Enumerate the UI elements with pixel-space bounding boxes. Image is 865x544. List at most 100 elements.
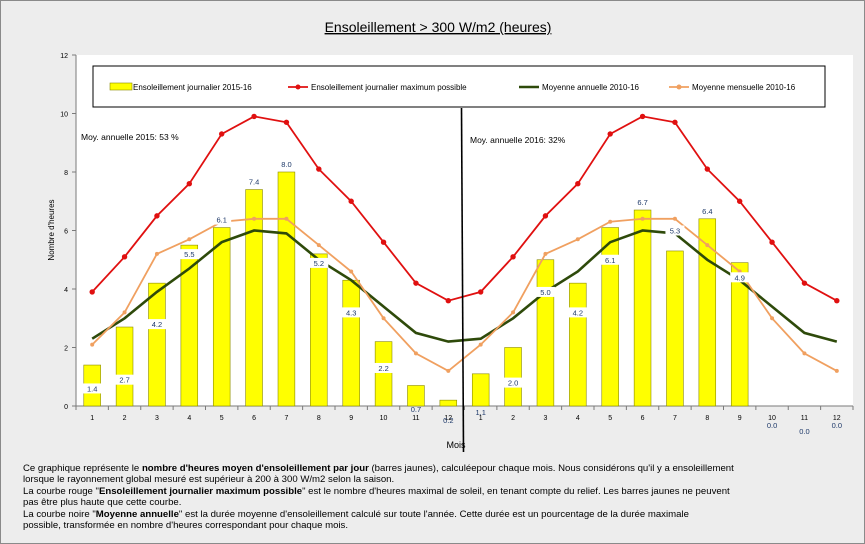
bar [310, 253, 328, 407]
series-point [705, 243, 710, 248]
bar-label-bg [147, 319, 167, 330]
bar-value-label: 5.0 [540, 288, 550, 297]
bar-value-label: 6.1 [605, 256, 615, 265]
x-tick-label: 12 [833, 415, 841, 422]
bar [633, 209, 652, 407]
x-tick-label: 9 [349, 415, 353, 422]
sunshine-chart: Ensoleillement > 300 W/m2 (heures) 0 2 4 6 8 1… [47, 19, 854, 453]
bar-label-bg [341, 307, 361, 318]
series-point [477, 289, 484, 295]
bar [666, 250, 684, 407]
bar-value-label: 0.0 [799, 427, 809, 436]
series-point [283, 119, 290, 125]
series-point [802, 351, 807, 356]
caption-line: La courbe rouge "Ensoleillement journali… [23, 486, 843, 497]
bar [342, 279, 360, 407]
series-point [608, 219, 613, 224]
bar [115, 326, 134, 407]
series-point [640, 216, 645, 221]
caption-emphasis: Moyenne annuelle [95, 508, 179, 520]
bar-value-label: 0.0 [767, 421, 777, 430]
legend-swatch [109, 82, 133, 91]
bar [504, 347, 522, 407]
y-tick-label: 8 [64, 170, 68, 177]
y-tick-label: 4 [64, 287, 68, 294]
x-tick-label: 7 [284, 415, 288, 422]
bar [439, 399, 458, 407]
caption-line: Ce graphique représente le nombre d'heur… [23, 463, 843, 474]
series-point [187, 237, 192, 242]
bar-value-label: 2.2 [378, 364, 388, 373]
bar-value-label: 1.1 [475, 408, 485, 417]
series-point [575, 237, 580, 242]
bar [601, 227, 619, 407]
series-point [639, 113, 646, 120]
series-point [575, 181, 581, 187]
series-point [413, 280, 419, 286]
bar [471, 373, 490, 407]
series-line [91, 217, 838, 372]
bar-label-bg [309, 257, 329, 268]
caption-line: pas être plus haute que cette courbe. [23, 497, 843, 508]
series-point [89, 289, 95, 295]
bar-value-label: 5.2 [314, 259, 324, 268]
caption-text: " est le nombre d'heures maximal de sole… [302, 485, 730, 497]
chart-caption: Ce graphique représente le nombre d'heur… [23, 463, 843, 531]
bar [698, 218, 717, 407]
y-tick-label: 0 [64, 404, 68, 411]
year-divider [460, 107, 465, 453]
bar-value-label: 4.2 [573, 308, 583, 317]
legend-box [92, 65, 826, 108]
series-point [413, 351, 418, 356]
series-point [122, 310, 127, 315]
x-tick-label: 2 [123, 415, 127, 422]
y-tick-label: 6 [64, 229, 68, 236]
series-line [91, 115, 838, 302]
x-tick-label: 1 [479, 415, 483, 422]
series-point [834, 368, 839, 373]
bar [569, 282, 587, 407]
series-point [704, 166, 711, 172]
bar-value-label: 0.2 [443, 416, 453, 425]
bar [148, 282, 166, 407]
bar-label-bg [115, 374, 135, 385]
series-point [769, 239, 775, 245]
caption-text: Ce graphique représente le [23, 463, 142, 474]
x-tick-label: 1 [90, 415, 94, 422]
caption-emphasis: nombre d'heures moyen d'ensoleillement p… [141, 463, 369, 474]
series-point [154, 251, 159, 256]
legend-label: Moyenne annuelle 2010-16 [542, 83, 640, 92]
y-tick-label: 12 [60, 53, 68, 60]
bar-label-bg [244, 176, 264, 187]
x-axis-title: Mois [446, 440, 466, 450]
series-point [445, 298, 452, 304]
x-tick-label: 6 [641, 415, 645, 422]
bar-value-label: 4.3 [346, 308, 356, 317]
series-point [90, 342, 95, 347]
y-axis-title: Nombre d'heures [47, 199, 56, 260]
bar-value-label: 4.9 [734, 273, 744, 282]
annotation-2015: Moy. annuelle 2015: 53 % [81, 132, 179, 142]
bar-label-bg [665, 225, 685, 236]
y-tick-label: 10 [60, 112, 68, 119]
caption-line: lorsque le rayonnement global mesuré est… [23, 474, 843, 485]
series-point [478, 342, 483, 347]
series-line [91, 229, 838, 343]
bar-value-label: 5.5 [184, 250, 194, 259]
bar-label-bg [697, 205, 717, 216]
x-tick-label: 3 [155, 415, 159, 422]
series-point [316, 166, 322, 172]
caption-line: possible, transformée en nombre d'heures… [23, 520, 843, 531]
bar-label-bg [535, 286, 555, 297]
bar [536, 259, 555, 407]
bar [730, 262, 749, 407]
bar-value-label: 6.4 [702, 207, 712, 216]
x-tick-label: 4 [576, 415, 580, 422]
series-point [510, 254, 516, 260]
bar-value-label: 6.7 [637, 198, 647, 207]
caption-text: La courbe rouge " [23, 485, 99, 497]
caption-text: possible, transformée en nombre d'heures… [23, 520, 349, 532]
bar-label-bg [730, 272, 750, 283]
caption-emphasis: Ensoleillement journalier maximum possib… [98, 485, 303, 497]
series-point [121, 254, 128, 260]
